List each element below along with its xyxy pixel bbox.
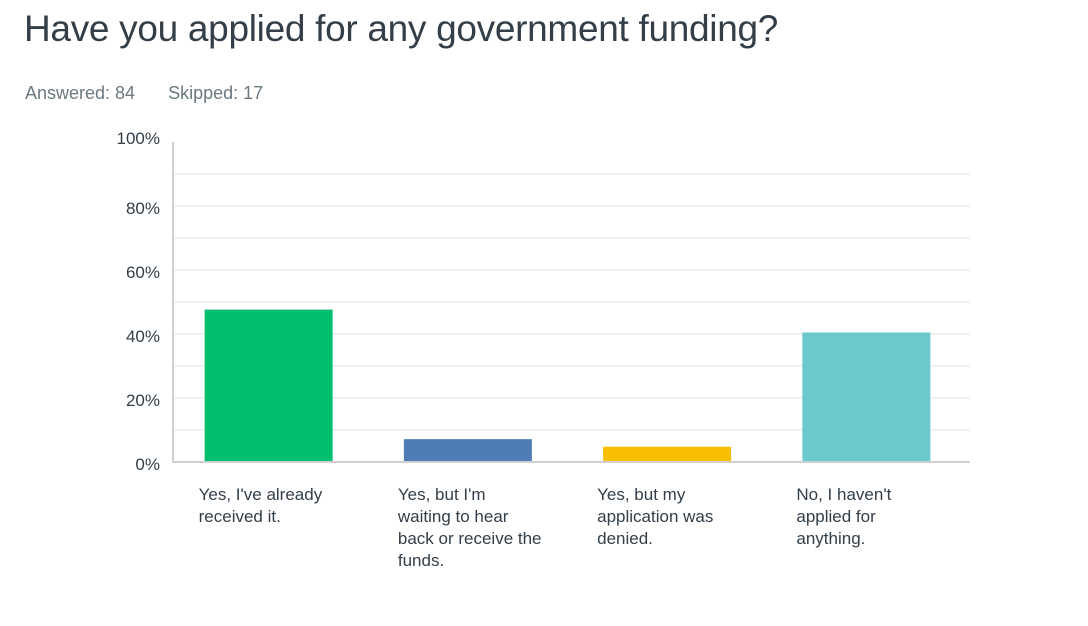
y-tick-label: 80% [126,199,160,218]
bar[interactable] [802,332,931,462]
bar[interactable] [204,309,333,462]
question-title: Have you applied for any government fund… [24,8,779,49]
bar[interactable] [603,446,732,462]
response-stats: Answered: 84 Skipped: 17 [25,83,291,104]
x-category-label: No, I haven't applied for anything. [796,485,892,548]
y-tick-label: 0% [135,455,160,474]
x-category-label: Yes, but my application was denied. [597,485,714,548]
y-tick-label: 40% [126,327,160,346]
y-tick-label: 100% [117,129,160,148]
bar[interactable] [403,439,532,462]
y-tick-label: 20% [126,391,160,410]
skipped-count: Skipped: 17 [168,83,264,103]
x-category-label: Yes, I've already received it. [198,485,323,526]
x-category-label: Yes, but I'm waiting to hear back or rec… [397,485,542,570]
answered-count: Answered: 84 [25,83,136,103]
y-tick-label: 60% [126,263,160,282]
